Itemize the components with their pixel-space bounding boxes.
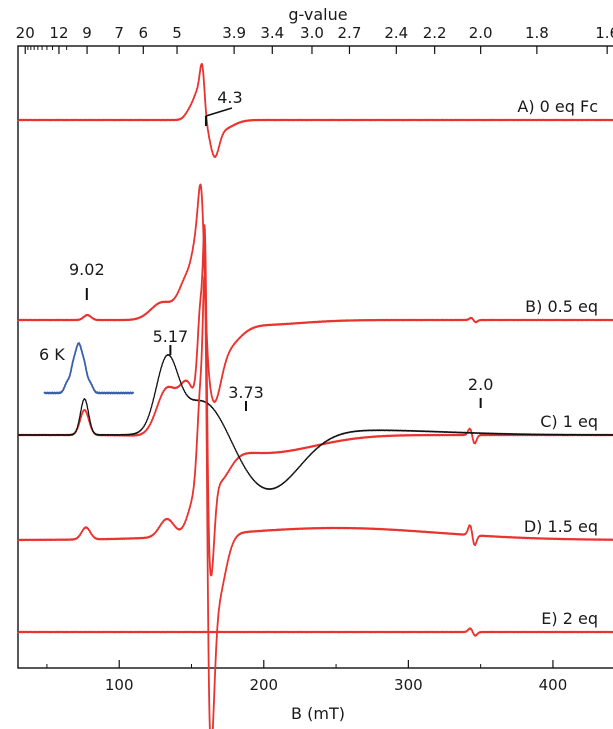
trace-red xyxy=(17,627,613,637)
g-tick-label: 2.2 xyxy=(423,24,447,42)
x-tick-label: 400 xyxy=(539,676,568,694)
g-tick-label: 20 xyxy=(16,24,35,42)
inset-trace xyxy=(43,341,135,395)
bottom-axis-title: B (mT) xyxy=(291,704,345,723)
trace-label: D) 1.5 eq xyxy=(524,517,598,536)
axes-ticks: 100 200 300 400 20 12 9 7 6 5 3.9 3.4 3.0 2.7 2.4 2.2 2.… xyxy=(16,24,613,694)
g-tick-label: 2.7 xyxy=(338,24,362,42)
g-tick-label: 12 xyxy=(49,24,68,42)
spectra: 6 K xyxy=(17,62,613,729)
annotation-label: 3.73 xyxy=(228,383,264,402)
x-tick-label: 300 xyxy=(394,676,423,694)
trace-red xyxy=(17,62,613,158)
annotation-label: 2.0 xyxy=(468,375,493,394)
x-tick-label: 100 xyxy=(105,676,134,694)
trace-label: B) 0.5 eq xyxy=(525,297,598,316)
g-tick-label: 3.0 xyxy=(300,24,324,42)
annotation-label: 5.17 xyxy=(153,327,189,346)
g-tick-label: 2.0 xyxy=(469,24,493,42)
g-tick-label: 3.4 xyxy=(260,24,284,42)
annotation-leader xyxy=(205,107,233,117)
annotation-label: 4.3 xyxy=(217,88,242,107)
g-tick-label: 2.4 xyxy=(384,24,408,42)
g-tick-label: 9 xyxy=(82,24,92,42)
annotation-label: 9.02 xyxy=(69,260,105,279)
inset-label: 6 K xyxy=(39,345,65,364)
g-tick-label: 1.6 xyxy=(595,24,613,42)
g-tick-label: 3.9 xyxy=(222,24,246,42)
top-axis-title: g-value xyxy=(288,5,347,24)
trace-label: A) 0 eq Fc xyxy=(517,97,598,116)
g-tick-label: 7 xyxy=(114,24,124,42)
g-tick-label: 6 xyxy=(139,24,149,42)
trace-red xyxy=(17,183,613,404)
trace-black xyxy=(17,354,613,491)
plot-frame xyxy=(17,45,613,669)
trace-labels: A) 0 eq Fc B) 0.5 eq C) 1 eq D) 1.5 eq E) 2 … xyxy=(517,97,598,628)
trace-label: C) 1 eq xyxy=(540,412,598,431)
x-tick-label: 200 xyxy=(249,676,278,694)
peak-annotations: 4.3 9.02 5.17 3.73 2.0 xyxy=(69,88,493,411)
trace-label: E) 2 eq xyxy=(541,609,598,628)
trace-red xyxy=(17,274,613,729)
g-tick-label: 5 xyxy=(172,24,182,42)
g-tick-label: 1.8 xyxy=(525,24,549,42)
